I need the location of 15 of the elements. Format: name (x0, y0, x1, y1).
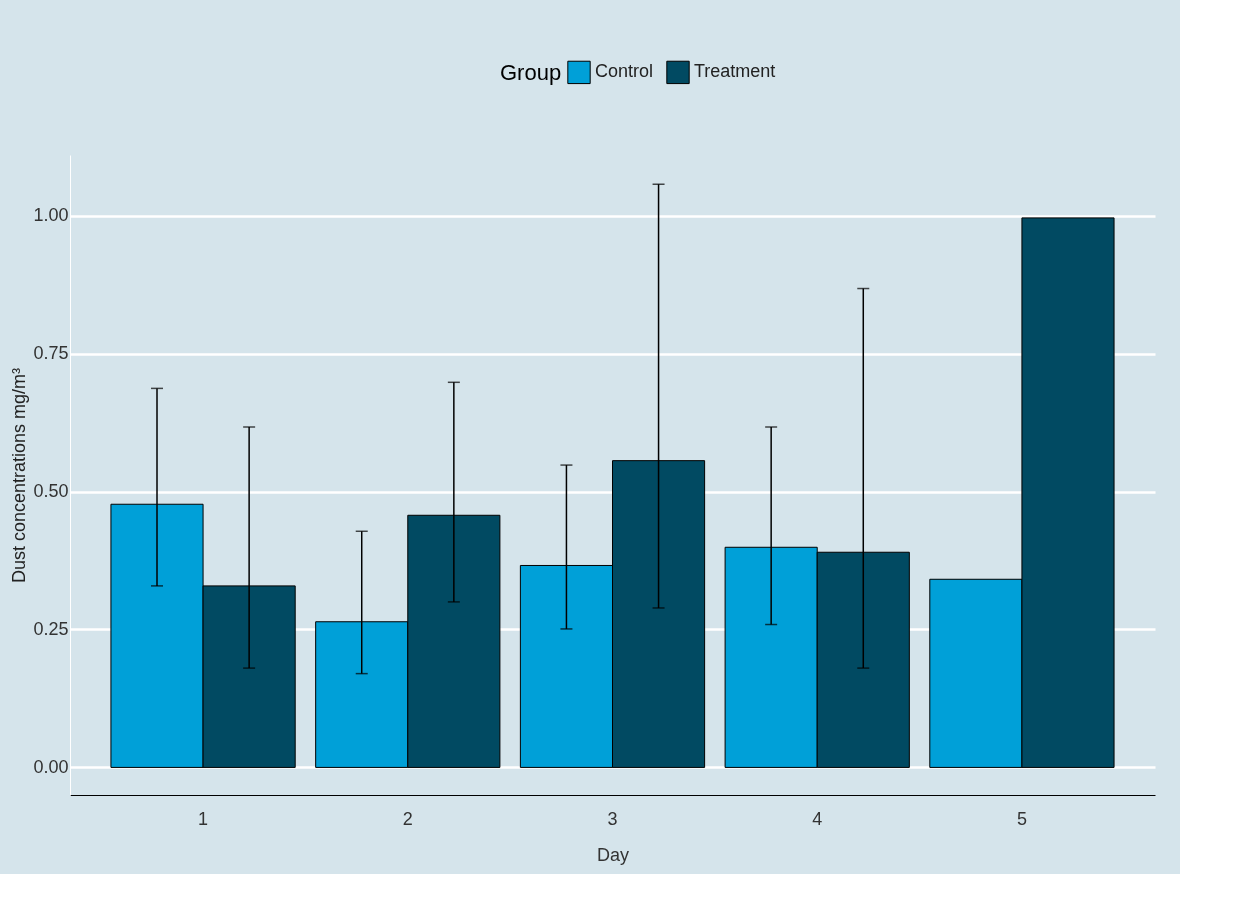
x-tick-label: 1 (198, 808, 209, 829)
y-tick-label: 0.50 (33, 481, 69, 502)
x-axis-title: Day (596, 844, 630, 865)
y-tick-label: 0.25 (33, 618, 69, 639)
y-axis-title: Dust concentrations mg/m³ (9, 367, 30, 584)
x-tick-label: 2 (402, 808, 413, 829)
legend-title: Group (500, 60, 562, 85)
legend-label: Treatment (694, 61, 776, 82)
y-tick-label: 0.75 (33, 343, 69, 364)
x-tick-label: 5 (1016, 808, 1027, 829)
y-tick-label: 1.00 (33, 205, 69, 226)
x-tick-label: 3 (607, 808, 618, 829)
legend-label: Control (595, 61, 654, 82)
y-tick-label: 0.00 (33, 756, 69, 777)
x-tick-label: 4 (812, 808, 823, 829)
